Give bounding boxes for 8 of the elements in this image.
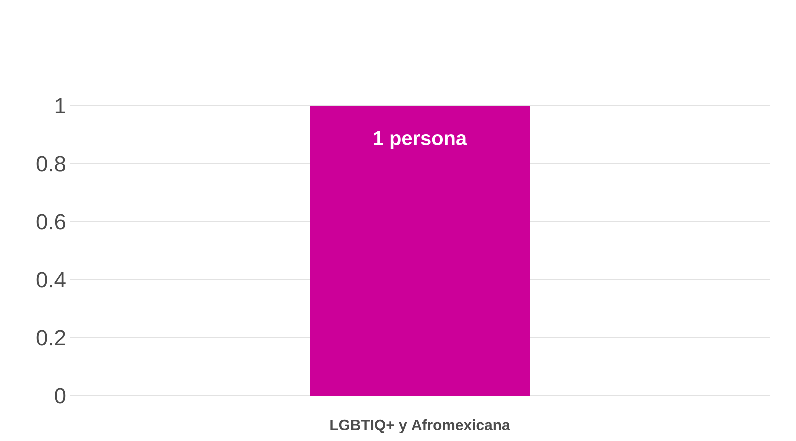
y-tick-label: 0.2 <box>36 330 66 346</box>
y-tick-label: 0 <box>55 388 66 404</box>
y-tick-label: 0.8 <box>36 156 66 172</box>
y-tick-label: 0.4 <box>36 272 66 288</box>
data-label: 1 persona <box>374 132 468 150</box>
y-tick-label: 0.6 <box>36 214 66 230</box>
x-tick-label: LGBTIQ+ y Afromexicana <box>330 420 510 434</box>
y-tick-label: 1 <box>56 98 66 114</box>
